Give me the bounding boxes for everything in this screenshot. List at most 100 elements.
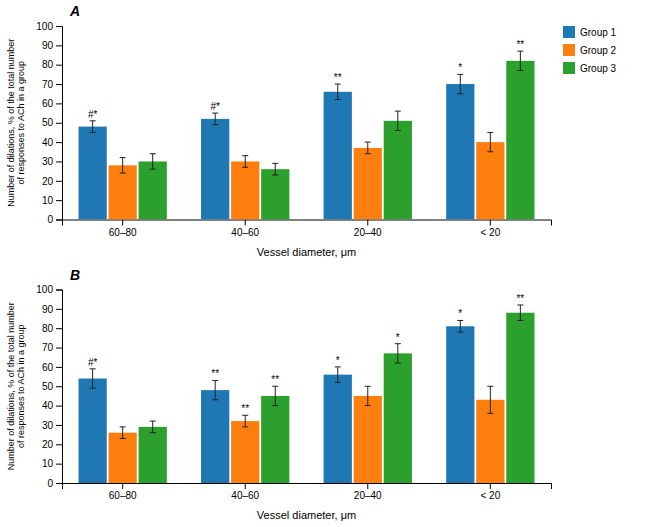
tick-label: 40 — [42, 137, 54, 148]
panel: 010203040506070809010060–8040–6020–40< 2… — [6, 267, 552, 522]
legend-swatch — [563, 26, 575, 38]
legend-label: Group 3 — [580, 63, 617, 74]
bar — [261, 169, 289, 219]
annotation: ** — [516, 293, 524, 304]
tick-label: 20–40 — [354, 490, 382, 501]
annotation: * — [396, 332, 400, 343]
tick-mark — [56, 200, 62, 201]
tick: < 20 — [480, 220, 500, 238]
tick-label: 80 — [42, 323, 54, 334]
annotation: ** — [271, 374, 279, 385]
tick: 100 — [36, 21, 62, 32]
tick-label: 40–60 — [231, 227, 259, 238]
legend-swatch — [563, 44, 575, 56]
bar — [324, 375, 352, 483]
tick-mark — [56, 464, 62, 465]
tick-label: 40–60 — [231, 490, 259, 501]
tick-label: 100 — [36, 284, 53, 295]
tick-mark — [56, 406, 62, 407]
tick-mark — [56, 142, 62, 143]
tick: 20 — [42, 176, 62, 187]
error-bar — [150, 154, 156, 169]
bar — [506, 313, 534, 483]
bar — [109, 433, 137, 483]
legend: Group 1Group 2Group 3 — [563, 26, 617, 74]
tick: 50 — [42, 117, 62, 128]
error-bar — [487, 132, 493, 151]
bar — [79, 127, 107, 220]
tick-mark — [490, 220, 491, 226]
bar — [384, 353, 412, 483]
tick-mark — [367, 220, 368, 226]
series — [109, 386, 505, 483]
tick-mark — [56, 181, 62, 182]
bar — [446, 84, 474, 219]
annotation: #* — [88, 357, 98, 368]
axis-line — [56, 290, 63, 484]
legend-item: Group 2 — [563, 44, 617, 56]
axis-line — [63, 220, 552, 226]
tick-label: < 20 — [480, 227, 500, 238]
tick-label: 50 — [42, 381, 54, 392]
tick: 90 — [42, 40, 62, 51]
tick-label: 20 — [42, 439, 54, 450]
bar — [506, 61, 534, 220]
tick: 10 — [42, 195, 62, 206]
error-bar — [212, 380, 218, 399]
tick-label: 60–80 — [109, 227, 137, 238]
error-bar — [517, 51, 523, 70]
tick: 20 — [42, 439, 62, 450]
legend-swatch — [563, 62, 575, 74]
tick-mark — [367, 483, 368, 489]
error-bar — [272, 163, 278, 175]
bar — [354, 396, 382, 483]
tick: 20–40 — [354, 483, 382, 501]
y-axis-title: Number of dilations, % of the total numb… — [6, 302, 26, 470]
tick-mark — [56, 290, 62, 291]
axis-line — [56, 27, 63, 221]
error-bar — [150, 421, 156, 433]
title: B — [70, 267, 80, 283]
error-bar — [457, 74, 463, 93]
tick-label: 0 — [47, 214, 53, 225]
bar — [231, 161, 259, 219]
tick: 0 — [47, 478, 62, 489]
tick: 40 — [42, 137, 62, 148]
tick-mark — [56, 367, 62, 368]
tick-label: 90 — [42, 304, 54, 315]
y-axis: 0102030405060708090100 — [36, 284, 62, 489]
error-bar — [242, 156, 248, 168]
annotation: * — [336, 355, 340, 366]
tick-label: 30 — [42, 420, 54, 431]
series — [79, 74, 475, 219]
tick-label: 20–40 — [354, 227, 382, 238]
tick-mark — [245, 483, 246, 489]
tick-label: 70 — [42, 79, 54, 90]
annotation: * — [458, 308, 462, 319]
tick: 100 — [36, 284, 62, 295]
tick-mark — [490, 483, 491, 489]
tick-mark — [56, 309, 62, 310]
y-axis: 0102030405060708090100 — [36, 21, 62, 226]
bar — [201, 390, 229, 483]
bar — [354, 148, 382, 220]
tick-label: 60 — [42, 98, 54, 109]
bar — [231, 421, 259, 483]
error-bar — [335, 84, 341, 99]
tick: 30 — [42, 420, 62, 431]
error-bar — [517, 305, 523, 320]
tick-mark — [56, 386, 62, 387]
plot-area — [79, 305, 535, 483]
y-axis-title: Number of dilations, % of the total numb… — [6, 39, 26, 207]
error-bar — [272, 386, 278, 405]
tick-mark — [56, 220, 62, 221]
annotation: ** — [211, 368, 219, 379]
tick: 10 — [42, 458, 62, 469]
error-bar — [395, 344, 401, 363]
error-bar — [90, 121, 96, 133]
title: A — [69, 3, 80, 19]
bar — [476, 142, 504, 219]
annotation: #* — [88, 109, 98, 120]
tick-mark — [122, 483, 123, 489]
tick-mark — [56, 348, 62, 349]
